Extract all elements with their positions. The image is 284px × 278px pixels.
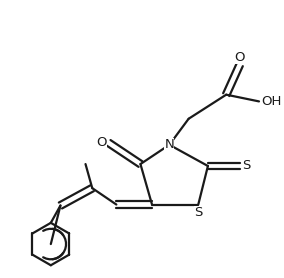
Text: N: N xyxy=(164,138,174,151)
Text: OH: OH xyxy=(261,95,281,108)
Text: S: S xyxy=(243,160,251,172)
Text: O: O xyxy=(96,136,107,149)
Text: O: O xyxy=(235,51,245,64)
Text: S: S xyxy=(194,205,202,219)
